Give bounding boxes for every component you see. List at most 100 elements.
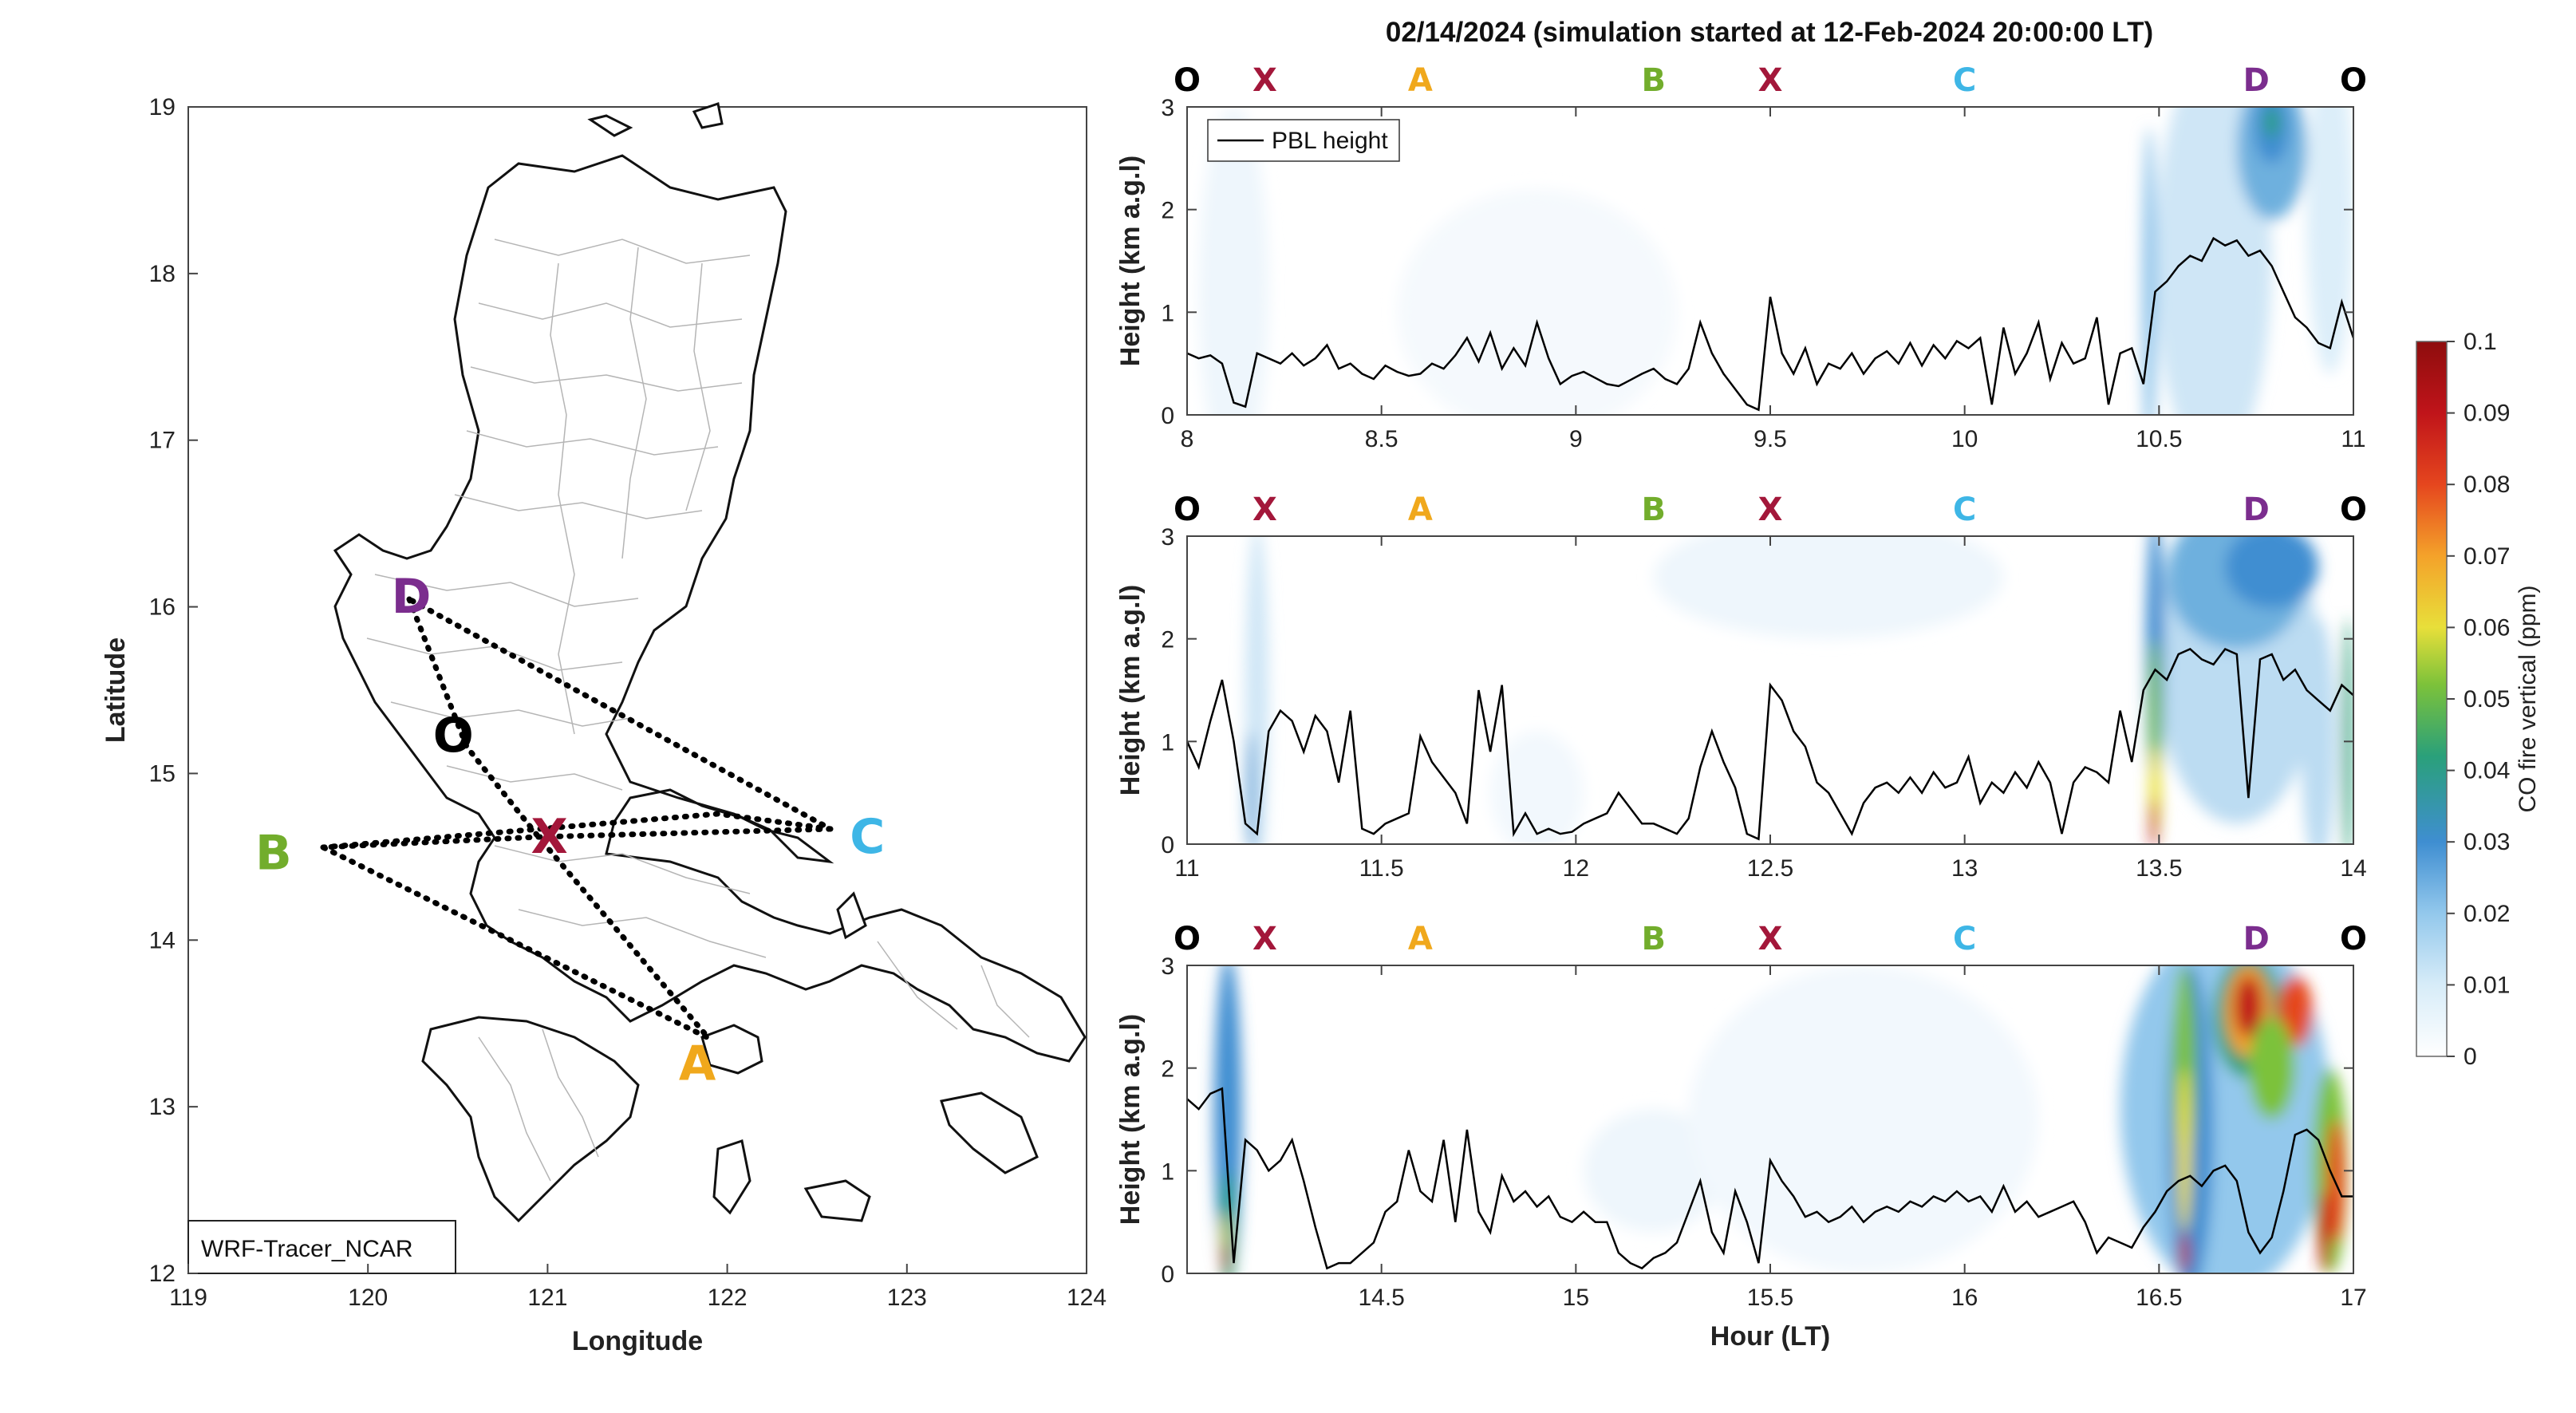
co-concentration-field — [1245, 536, 2353, 844]
ytick-label: 3 — [1161, 524, 1174, 551]
xtick-label: 16 — [1951, 1285, 1978, 1311]
ytick-label: 1 — [1161, 1158, 1174, 1185]
colorbar-tick-label: 0.04 — [2464, 758, 2510, 784]
co-plume — [2225, 536, 2319, 609]
route-label-c: C — [1953, 62, 1976, 99]
ytick-label: 2 — [1161, 198, 1174, 224]
route-label-x: X — [1252, 491, 1277, 528]
route-label-d: D — [2243, 921, 2270, 957]
ytick-label: 1 — [1161, 300, 1174, 326]
panel-xlabel: Hour (LT) — [1710, 1321, 1830, 1352]
co-concentration-field — [1213, 965, 2348, 1273]
model-label: WRF-Tracer_NCAR — [201, 1236, 413, 1262]
map-point-a: A — [679, 1036, 716, 1092]
route-label-x: X — [1758, 921, 1783, 957]
ytick-label: 0 — [1161, 832, 1174, 858]
ytick-label: 2 — [1161, 1056, 1174, 1083]
map-ylabel: Latitude — [101, 637, 131, 743]
route-label-b: B — [1642, 491, 1667, 528]
map-point-d: D — [392, 569, 432, 625]
map-point-o: O — [433, 708, 474, 764]
xtick-label: 9 — [1569, 426, 1583, 452]
map-ytick-label: 19 — [149, 94, 176, 120]
route-label-x: X — [1252, 921, 1277, 957]
time-height-panel-3: 14.5 15 15.5 16 16.5 17 0 1 2 3 Height (km a.g.l) H… — [1115, 921, 2367, 1352]
route-label-x: X — [1758, 491, 1783, 528]
colorbar-tick-label: 0.02 — [2464, 901, 2510, 927]
xtick-label: 13.5 — [2136, 855, 2182, 882]
pbl-height-line — [1187, 647, 2353, 841]
co-concentration-field — [1198, 107, 2353, 415]
xtick-label: 9.5 — [1753, 426, 1787, 452]
route-label-x: X — [1758, 62, 1783, 99]
xtick-label: 13 — [1951, 855, 1978, 882]
colorbar-tick-label: 0.06 — [2464, 614, 2510, 641]
route-label-a: A — [1408, 921, 1433, 957]
colorbar: 0 0.01 0.02 0.03 0.04 0.05 0.06 0.07 0.08 0.09 0.1… — [2416, 329, 2541, 1070]
map-xtick-label: 124 — [1067, 1285, 1107, 1311]
ytick-label: 3 — [1161, 953, 1174, 980]
xtick-label: 15.5 — [1747, 1285, 1793, 1311]
co-plume — [2342, 618, 2353, 844]
colorbar-gradient — [2416, 341, 2448, 1057]
route-label-d: D — [2243, 62, 2270, 99]
route-label-o: O — [2340, 491, 2367, 528]
map-panel: D O X B C A WRF-Tracer_NCAR 119 120 121 122 123 12… — [101, 94, 1107, 1356]
route-label-c: C — [1953, 491, 1976, 528]
map-xtick-label: 123 — [887, 1285, 927, 1311]
pbl-height-line — [1187, 1087, 2353, 1270]
co-plume — [1584, 1109, 1724, 1233]
route-label-d: D — [2243, 491, 2270, 528]
map-ytick-label: 16 — [149, 594, 176, 621]
co-plume — [1688, 965, 2039, 1273]
coastline — [333, 102, 1087, 1223]
co-plume — [1213, 965, 1242, 1273]
legend: PBL height — [1207, 119, 1400, 162]
route-label-x: X — [1252, 62, 1277, 99]
colorbar-label: CO fire vertical (ppm) — [2515, 585, 2541, 812]
time-height-panel-1: 8 8.5 9 9.5 10 10.5 11 0 1 2 3 Height (km a.g.l) O X A… — [1115, 62, 2367, 452]
co-plume — [1246, 731, 1256, 844]
xtick-label: 11.5 — [1359, 855, 1404, 882]
xtick-label: 8.5 — [1365, 426, 1398, 452]
co-plume — [2177, 1068, 2191, 1233]
map-xlabel: Longitude — [572, 1326, 703, 1356]
panel-ylabel: Height (km a.g.l) — [1115, 156, 1146, 366]
co-plume — [2326, 1119, 2345, 1243]
panel-ylabel: Height (km a.g.l) — [1115, 585, 1146, 795]
xtick-label: 12 — [1563, 855, 1589, 882]
xtick-label: 14 — [2340, 855, 2366, 882]
xtick-label: 17 — [2340, 1285, 2366, 1311]
route-label-o: O — [2340, 62, 2367, 99]
colorbar-tick-label: 0 — [2464, 1044, 2477, 1070]
map-ytick-label: 17 — [149, 428, 176, 454]
map-ytick-label: 13 — [149, 1094, 176, 1120]
co-plume — [1198, 107, 1269, 415]
xtick-label: 10 — [1951, 426, 1978, 452]
route-label-b: B — [1642, 62, 1667, 99]
co-plume — [1397, 188, 1677, 415]
map-ytick-label: 18 — [149, 261, 176, 287]
co-plume — [2264, 107, 2279, 138]
colorbar-tick-label: 0.09 — [2464, 401, 2510, 427]
xtick-label: 16.5 — [2136, 1285, 2182, 1311]
route-label-a: A — [1408, 491, 1433, 528]
route-label-o: O — [1174, 491, 1201, 528]
xtick-label: 14.5 — [1358, 1285, 1404, 1311]
map-point-c: C — [850, 809, 885, 865]
map-xtick-label: 120 — [348, 1285, 388, 1311]
xtick-label: 11 — [1174, 855, 1199, 882]
co-plume — [2142, 127, 2156, 415]
ytick-label: 3 — [1161, 95, 1174, 121]
colorbar-tick-label: 0.08 — [2464, 472, 2510, 498]
map-point-x: X — [531, 809, 568, 865]
map-ytick-label: 12 — [149, 1261, 176, 1287]
route-label-b: B — [1642, 921, 1667, 957]
admin-boundaries — [366, 239, 1030, 1182]
co-plume — [1653, 536, 2004, 639]
colorbar-tick-label: 0.05 — [2464, 686, 2510, 712]
colorbar-tick-label: 0.01 — [2464, 972, 2510, 998]
xtick-label: 12.5 — [1747, 855, 1793, 882]
co-plume — [2150, 798, 2158, 844]
